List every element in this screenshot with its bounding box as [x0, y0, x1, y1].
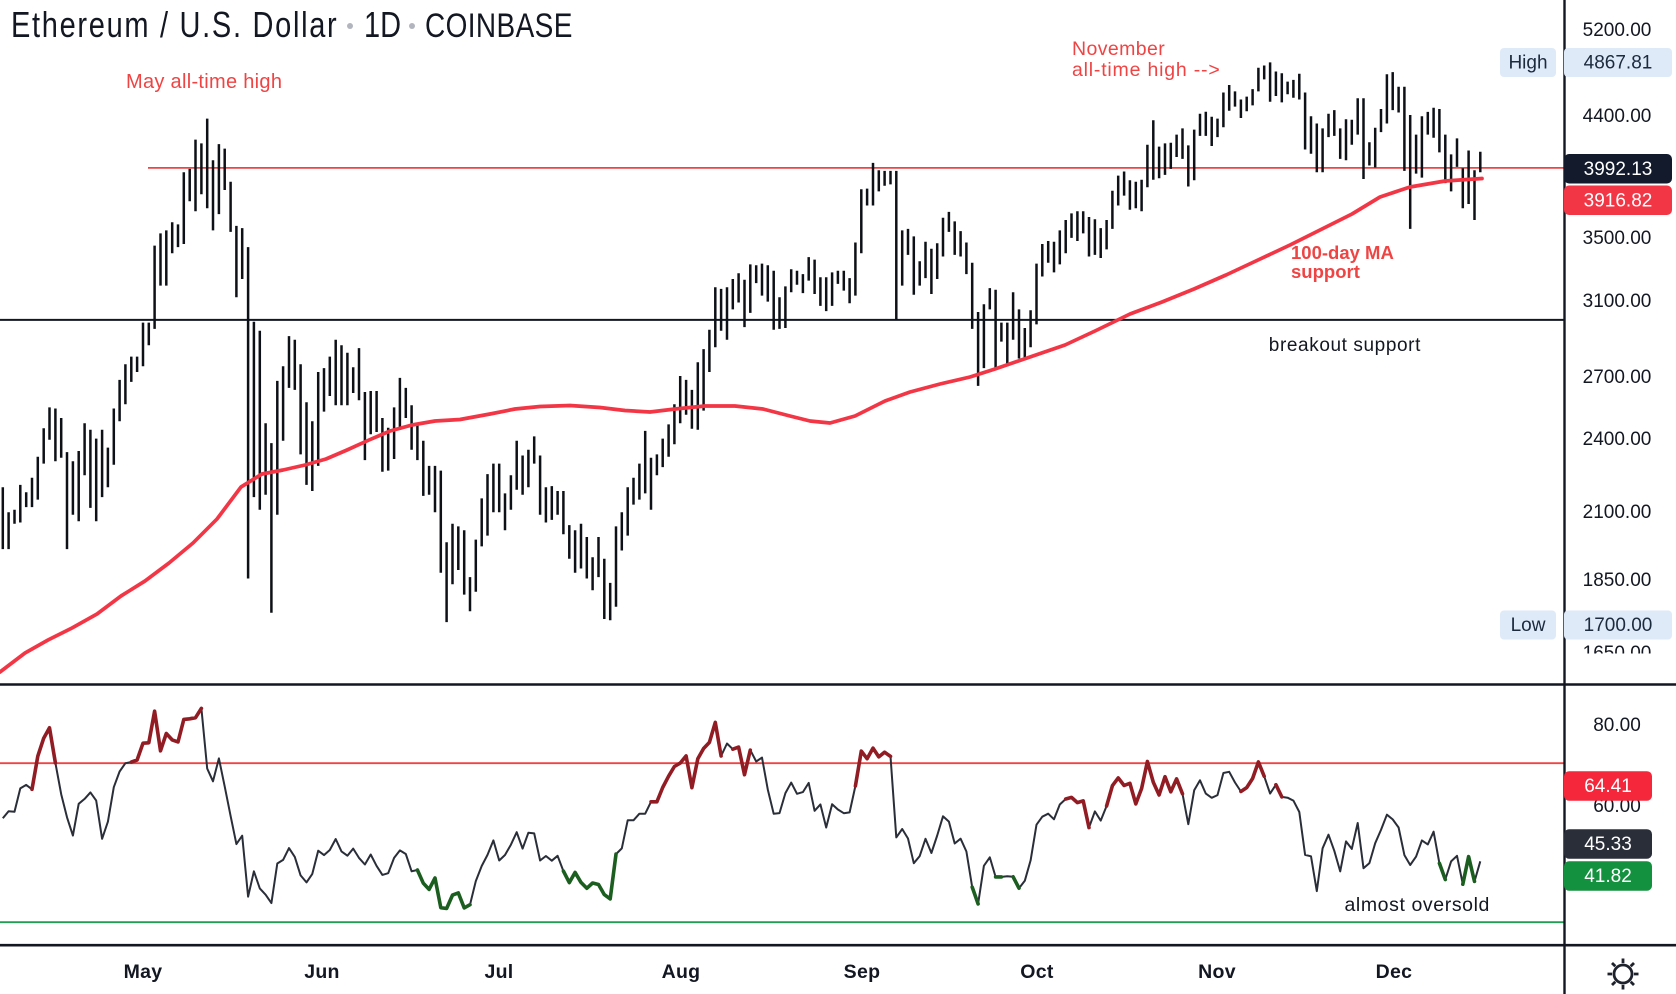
svg-text:1D: 1D [364, 4, 401, 45]
svg-text:80.00: 80.00 [1593, 715, 1641, 736]
svg-text:2400.00: 2400.00 [1583, 429, 1652, 450]
svg-text:3500.00: 3500.00 [1583, 228, 1652, 249]
svg-text:60.00: 60.00 [1593, 796, 1641, 817]
svg-text:COINBASE: COINBASE [425, 5, 573, 45]
svg-text:2700.00: 2700.00 [1583, 367, 1652, 388]
svg-text:almost oversold: almost oversold [1344, 894, 1490, 916]
svg-text:Dec: Dec [1376, 961, 1413, 983]
svg-text:41.82: 41.82 [1584, 866, 1632, 887]
svg-text:all-time high -->: all-time high --> [1072, 59, 1221, 81]
svg-text:May all-time high: May all-time high [126, 71, 282, 93]
svg-text:Aug: Aug [662, 961, 701, 983]
svg-text:breakout support: breakout support [1269, 335, 1421, 356]
svg-text:2100.00: 2100.00 [1583, 502, 1652, 523]
svg-text:Jul: Jul [484, 961, 513, 983]
svg-text:4400.00: 4400.00 [1583, 106, 1652, 127]
svg-text:3992.13: 3992.13 [1584, 159, 1653, 180]
svg-text:Ethereum / U.S. Dollar: Ethereum / U.S. Dollar [11, 4, 338, 45]
svg-text:1850.00: 1850.00 [1583, 570, 1652, 591]
svg-text:1650.00: 1650.00 [1583, 643, 1652, 664]
svg-text:64.41: 64.41 [1584, 776, 1632, 797]
svg-text:45.33: 45.33 [1584, 834, 1632, 855]
svg-text:5200.00: 5200.00 [1583, 20, 1652, 41]
svg-text:support: support [1291, 261, 1360, 282]
svg-text:3916.82: 3916.82 [1584, 190, 1653, 211]
svg-text:Oct: Oct [1020, 961, 1054, 983]
svg-text:3100.00: 3100.00 [1583, 291, 1652, 312]
svg-text:Sep: Sep [844, 961, 881, 983]
svg-text:November: November [1072, 38, 1165, 60]
svg-text:Nov: Nov [1198, 961, 1236, 983]
svg-text:Low: Low [1511, 615, 1546, 636]
svg-text:100-day MA: 100-day MA [1291, 242, 1394, 263]
svg-text:Jun: Jun [304, 961, 340, 983]
svg-text:1700.00: 1700.00 [1584, 615, 1653, 636]
svg-text:May: May [124, 961, 163, 983]
svg-text:4867.81: 4867.81 [1584, 53, 1653, 74]
svg-text:High: High [1508, 53, 1547, 74]
